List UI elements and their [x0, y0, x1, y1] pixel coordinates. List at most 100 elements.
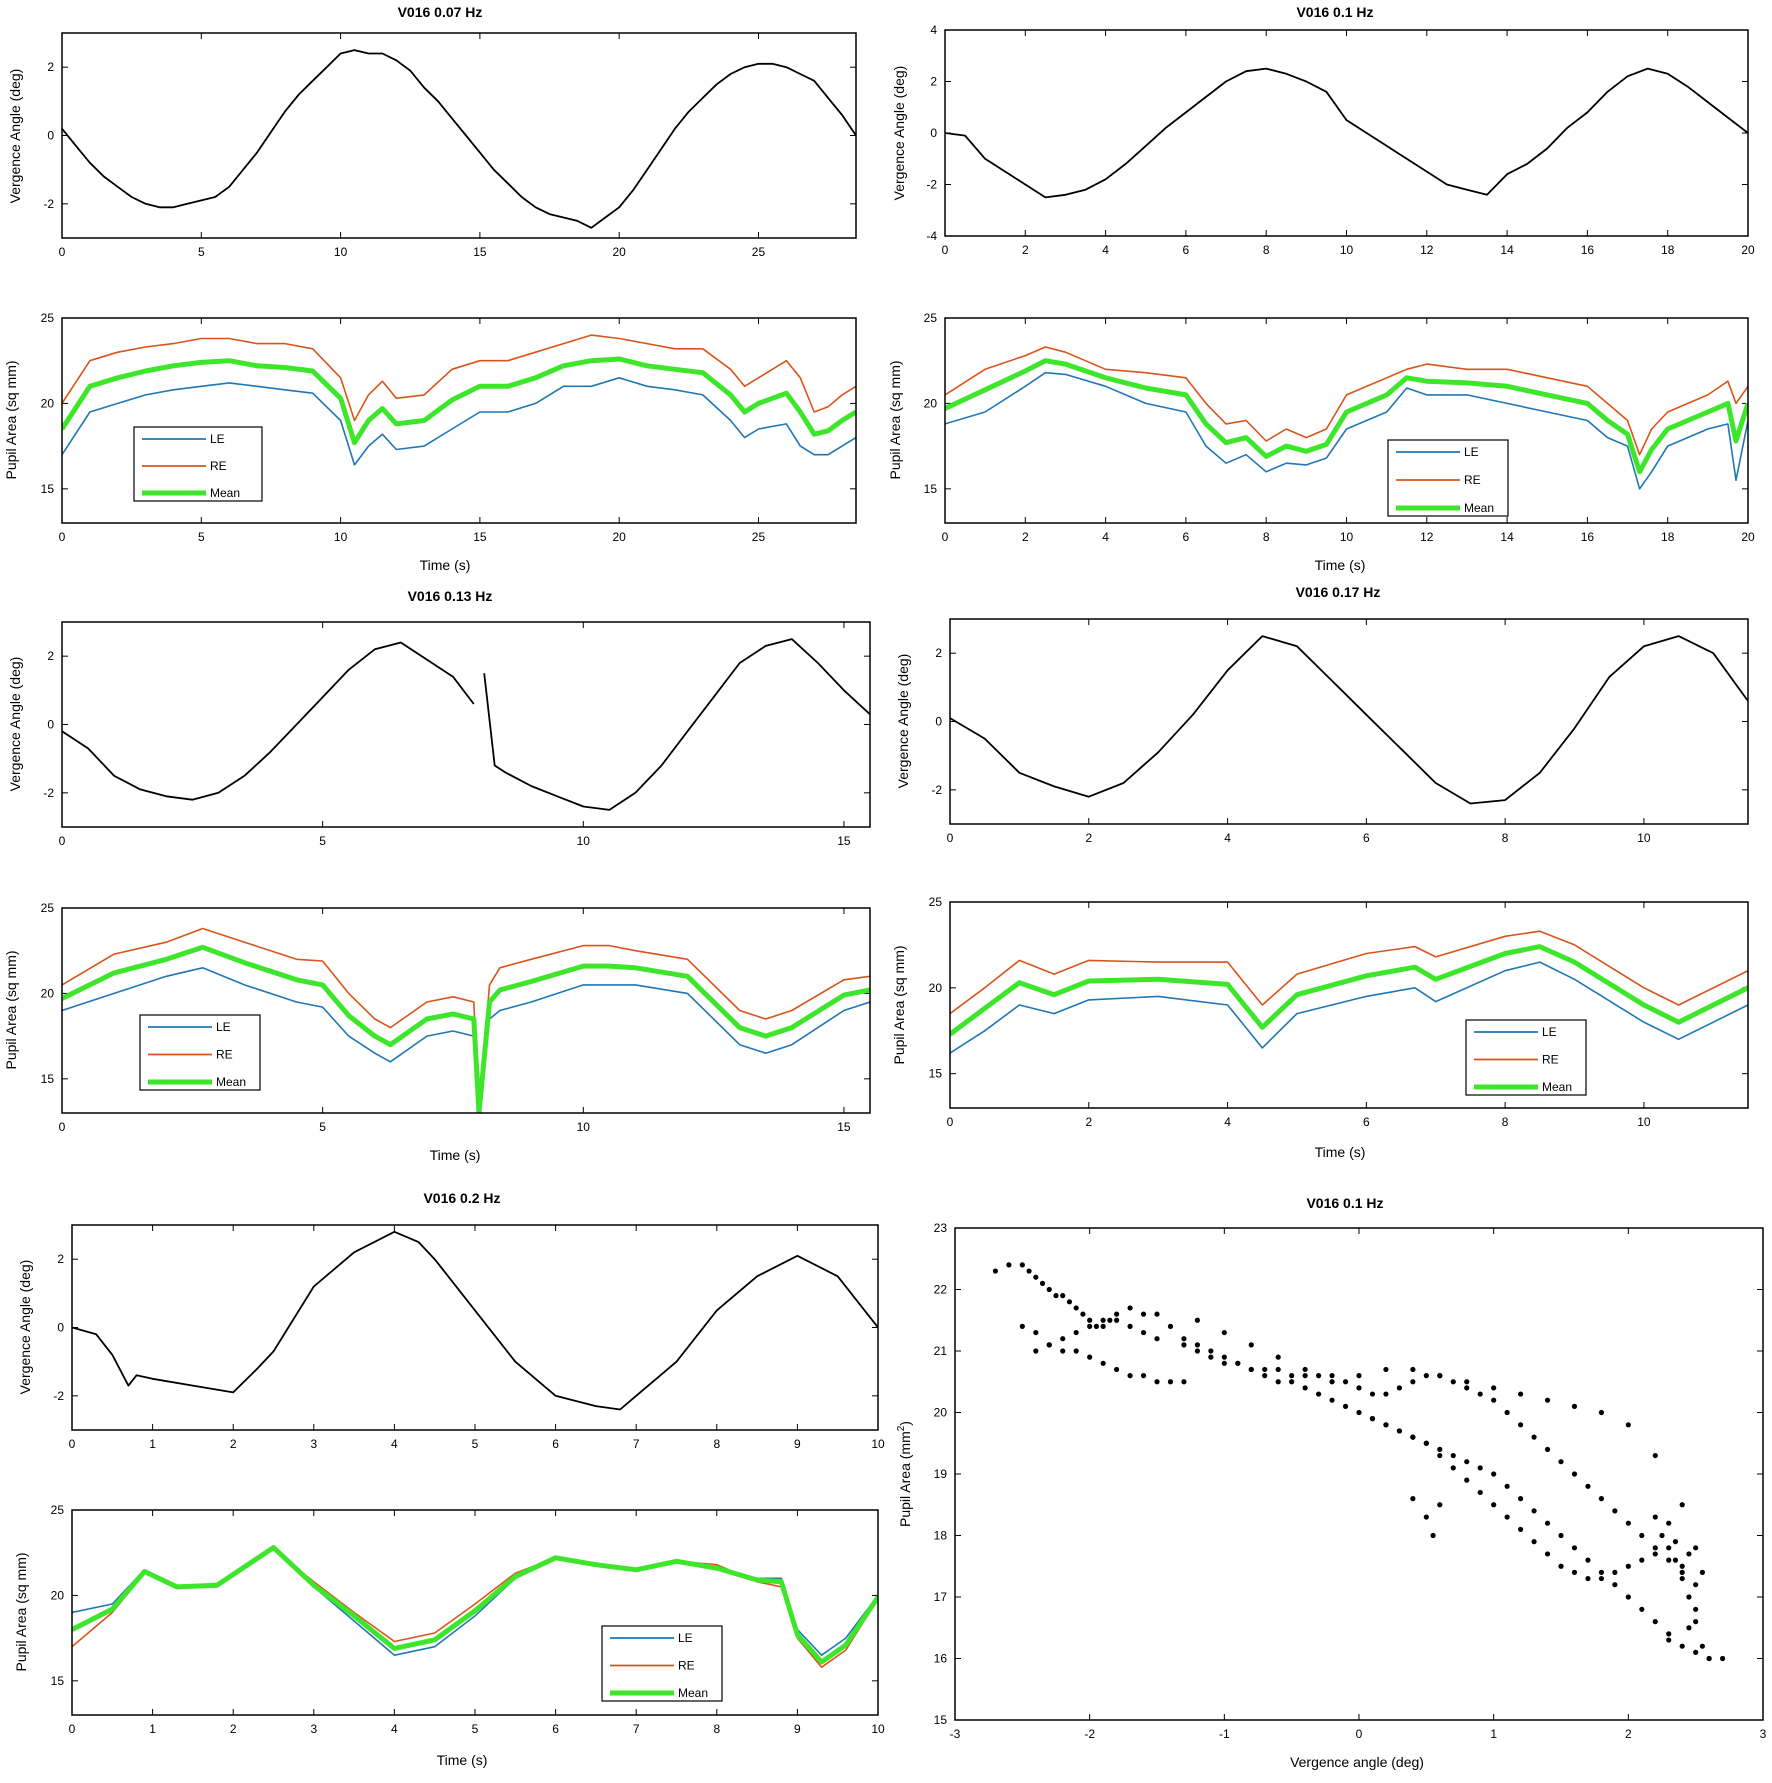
scatter-point — [1666, 1637, 1672, 1643]
scatter-point — [1073, 1329, 1079, 1336]
scatter-point — [1531, 1508, 1537, 1514]
scatter-point — [1598, 1569, 1604, 1575]
scatter-point — [1046, 1342, 1052, 1348]
scatter-point — [1208, 1348, 1214, 1354]
scatter-point — [1437, 1502, 1443, 1508]
x-tick-label: 0 — [69, 1437, 76, 1451]
y-tick-label: 20 — [41, 986, 55, 1000]
scatter-point — [1302, 1385, 1308, 1391]
x-tick-label: 20 — [1741, 530, 1755, 544]
x-tick-label: 0 — [947, 831, 954, 845]
x-tick-label: 0 — [1356, 1727, 1363, 1741]
chart-title: V016 0.2 Hz — [423, 1190, 500, 1206]
scatter-point — [1450, 1379, 1456, 1385]
scatter-point — [1289, 1373, 1295, 1379]
scatter-point — [1194, 1317, 1200, 1323]
y-tick-label: 25 — [41, 311, 55, 325]
x-tick-label: 6 — [1363, 831, 1370, 845]
scatter-point — [1477, 1391, 1483, 1397]
scatter-point — [1060, 1336, 1066, 1342]
y-axis-label: Vergence Angle (deg) — [17, 1260, 33, 1395]
axes-frame — [949, 901, 1749, 1109]
y-axis-label-text: Vergence Angle (deg) — [17, 1260, 33, 1395]
scatter-point — [1558, 1532, 1564, 1539]
scatter-point — [1356, 1409, 1362, 1416]
plot-area — [72, 1230, 878, 1411]
y-tick-label: 15 — [41, 1072, 55, 1086]
scatter-point — [1316, 1391, 1322, 1397]
legend-label-le: LE — [678, 1631, 693, 1645]
scatter-point — [1686, 1551, 1692, 1557]
scatter-point — [1625, 1594, 1631, 1600]
vergence-line — [945, 67, 1748, 199]
scatter-point — [1080, 1311, 1086, 1317]
scatter-point — [1491, 1385, 1497, 1391]
x-tick-label: 9 — [794, 1437, 801, 1451]
y-tick-label: 2 — [930, 75, 937, 89]
x-tick-label: 1 — [149, 1722, 156, 1736]
scatter-point — [1194, 1342, 1200, 1348]
scatter-point — [1423, 1440, 1429, 1446]
x-tick-label: 5 — [319, 1120, 326, 1134]
legend: LE RE Mean — [1387, 439, 1509, 517]
y-tick-label: 15 — [51, 1674, 65, 1688]
legend-label-mean: Mean — [1464, 501, 1494, 515]
scatter-point — [1571, 1545, 1578, 1551]
scatter-point — [1369, 1391, 1376, 1397]
y-tick-label: -2 — [53, 1389, 64, 1403]
y-axis-label-text: Vergence Angle (deg) — [895, 654, 911, 789]
scatter-point — [1430, 1532, 1436, 1539]
vergence-line — [950, 635, 1748, 805]
y-tick-label: 2 — [47, 60, 54, 74]
scatter-point — [1087, 1317, 1093, 1323]
scatter-point — [1437, 1452, 1443, 1459]
scatter-point — [1652, 1619, 1658, 1625]
scatter-point — [1100, 1360, 1106, 1366]
y-tick-label: 20 — [41, 396, 55, 410]
x-tick-label: 10 — [1637, 831, 1651, 845]
y-axis-label: Pupil Area (sq mm) — [3, 360, 19, 479]
scatter-point — [1019, 1262, 1025, 1268]
x-tick-label: 6 — [1183, 530, 1190, 544]
scatter-point — [1114, 1366, 1120, 1373]
legend: LE RE Mean — [601, 1625, 723, 1702]
scatter-point — [1639, 1532, 1645, 1539]
y-tick-label: 0 — [935, 715, 942, 729]
scatter-point — [1706, 1655, 1712, 1662]
y-tick-label: 20 — [934, 1406, 948, 1420]
y-axis-label: Pupil Area (sq mm) — [891, 945, 907, 1064]
axes-frame — [71, 1509, 879, 1716]
x-tick-label: 2 — [1022, 243, 1029, 257]
x-tick-label: 5 — [472, 1437, 479, 1451]
scatter-point — [1369, 1416, 1376, 1422]
x-tick-label: 2 — [1022, 530, 1029, 544]
scatter-point — [1329, 1379, 1335, 1385]
plot-area — [62, 638, 870, 811]
y-axis-label: Pupil Area (sq mm) — [13, 1552, 29, 1671]
x-tick-label: 10 — [334, 530, 348, 544]
scatter-point — [1154, 1379, 1160, 1385]
scatter-point — [1598, 1496, 1604, 1502]
series-line-mean — [62, 356, 856, 446]
y-tick-label: 23 — [934, 1221, 948, 1235]
scatter-point — [1491, 1397, 1497, 1403]
series-line-le — [62, 377, 856, 466]
scatter-point — [1598, 1575, 1604, 1582]
scatter-point — [1558, 1459, 1564, 1465]
scatter-point — [1383, 1422, 1389, 1428]
x-tick-label: 5 — [198, 530, 205, 544]
y-axis-label-text: Pupil Area (sq mm) — [3, 950, 19, 1069]
y-tick-label: 2 — [47, 649, 54, 663]
x-tick-label: 15 — [473, 245, 487, 259]
plot-area — [992, 1262, 1726, 1662]
scatter-point — [1450, 1465, 1456, 1471]
x-tick-label: 0 — [942, 243, 949, 257]
scatter-point — [1396, 1428, 1402, 1434]
scatter-point — [1612, 1508, 1618, 1514]
scatter-point — [1114, 1311, 1120, 1317]
x-tick-label: 10 — [577, 1120, 591, 1134]
x-tick-label: 6 — [1363, 1115, 1370, 1129]
chart-p4b: 0 2 4 6 8 10 15 20 25 LE RE Mean Time (s) Pupil Area … — [891, 895, 1749, 1160]
x-axis-label: Vergence angle (deg) — [1290, 1754, 1424, 1770]
x-tick-label: 6 — [552, 1722, 559, 1736]
